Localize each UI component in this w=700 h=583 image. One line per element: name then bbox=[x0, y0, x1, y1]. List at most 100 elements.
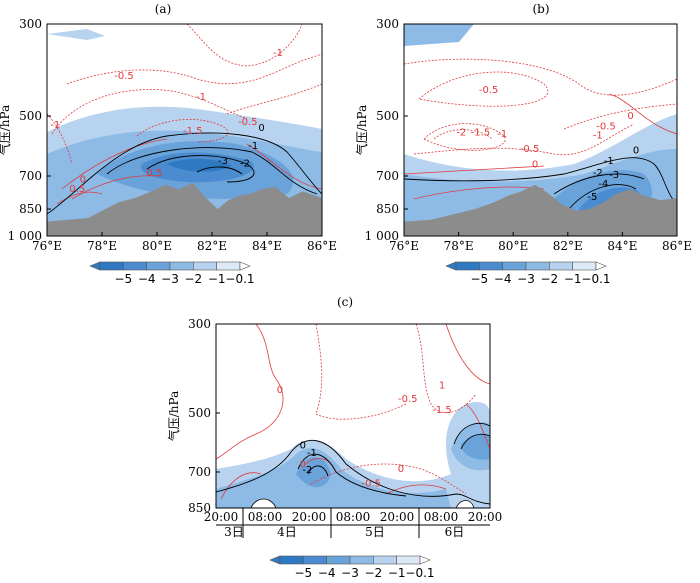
black-contour bbox=[460, 433, 490, 450]
x-tick-label: 82°E bbox=[553, 239, 583, 253]
date-label: 5日 bbox=[365, 525, 385, 539]
black-contour bbox=[196, 166, 243, 175]
contour-label: -2 bbox=[593, 168, 603, 179]
contour-label: -2 bbox=[302, 465, 312, 476]
terrain bbox=[404, 184, 677, 236]
black-contour bbox=[568, 184, 637, 210]
black-contour bbox=[106, 147, 318, 195]
colorbar-tick-label: −4 bbox=[318, 566, 336, 580]
y-axis-label: 气压/hPa bbox=[354, 105, 369, 155]
red-contour bbox=[66, 53, 322, 85]
contour-label: -1 bbox=[307, 448, 317, 459]
black-contour bbox=[146, 155, 255, 183]
contour-label: -0.5 bbox=[238, 117, 258, 128]
colorbar-tick-label: −5 bbox=[294, 566, 312, 580]
colorbar-tick-label: −4 bbox=[494, 272, 512, 286]
red-contour bbox=[216, 324, 284, 460]
contour-label: 0 bbox=[633, 146, 639, 157]
date-label: 6日 bbox=[445, 525, 465, 539]
colorbar-swatch bbox=[303, 555, 327, 565]
x-tick-label: 84°E bbox=[252, 239, 282, 253]
red-contour bbox=[385, 484, 447, 495]
colorbar-extend bbox=[239, 261, 251, 271]
colorbar-swatch bbox=[455, 261, 480, 271]
red-contour bbox=[71, 175, 158, 200]
colorbar-swatch bbox=[123, 261, 147, 271]
contour-label: 0.5 bbox=[146, 168, 162, 179]
x-tick-label: 86°E bbox=[662, 239, 692, 253]
contour-label: -0.5 bbox=[362, 478, 382, 489]
colorbar-swatch bbox=[193, 261, 217, 271]
y-axis-label: 气压/hPa bbox=[166, 391, 181, 441]
colorbar-swatch bbox=[572, 261, 597, 271]
colorbar-tick-label: −0.1 bbox=[225, 272, 254, 286]
colorbar-swatch bbox=[479, 261, 503, 271]
red-contour bbox=[445, 324, 490, 385]
colorbar-swatch bbox=[349, 555, 374, 565]
x-tick-label: 78°E bbox=[444, 239, 474, 253]
y-tick-label: 850 bbox=[19, 202, 42, 216]
black-contour bbox=[307, 465, 329, 477]
red-contour bbox=[413, 123, 635, 156]
colorbar-extend bbox=[419, 555, 431, 565]
black-contour bbox=[47, 132, 322, 215]
red-contour bbox=[433, 129, 493, 140]
colorbar-tick-label: −2 bbox=[540, 272, 558, 286]
red-contour bbox=[51, 89, 248, 135]
colorbar-tick-label: −3 bbox=[517, 272, 535, 286]
contour-label: -2 bbox=[240, 158, 250, 169]
contour-label: -1.5 bbox=[432, 405, 452, 416]
black-contour bbox=[216, 439, 490, 505]
y-tick-label: 700 bbox=[376, 169, 399, 183]
contour-label: 0 bbox=[277, 385, 283, 396]
black-contour bbox=[297, 453, 407, 497]
colorbar-tick-label: −2 bbox=[184, 272, 202, 286]
x-tick-label: 80°E bbox=[142, 239, 172, 253]
colorbar-a: −5 −4 −3 −2 −1 −0.1 bbox=[89, 261, 255, 286]
contour-label: -1 bbox=[497, 129, 507, 140]
contour-label: -1 bbox=[50, 120, 60, 131]
y-tick-label: 500 bbox=[376, 109, 399, 123]
red-contour bbox=[415, 324, 477, 414]
x-tick-label: 20:00 bbox=[204, 510, 239, 524]
colorbar-tick-label: −2 bbox=[364, 566, 382, 580]
y-tick-label: 700 bbox=[188, 465, 211, 479]
contour-label: 0 bbox=[300, 460, 306, 471]
colorbar-tick-label: −1 bbox=[564, 272, 582, 286]
red-contour bbox=[226, 83, 322, 115]
contour-label: -1.5 bbox=[183, 126, 203, 137]
contour-label: -0.5 bbox=[398, 394, 418, 405]
colorbar-swatch bbox=[279, 555, 304, 565]
x-tick-label: 20:00 bbox=[380, 510, 415, 524]
x-tick-label: 78°E bbox=[87, 239, 117, 253]
x-tick-label: 08:00 bbox=[248, 510, 283, 524]
red-contour bbox=[186, 24, 303, 67]
panel-label: (a) bbox=[155, 2, 172, 16]
red-contour bbox=[310, 463, 467, 495]
colorbar-swatch bbox=[216, 261, 241, 271]
x-tick-label: 76°E bbox=[389, 239, 419, 253]
contour-label: 0 bbox=[300, 440, 306, 451]
panel-label: (c) bbox=[337, 295, 353, 309]
colorbar-tick-label: −1 bbox=[388, 566, 406, 580]
colorbar-tick-label: −5 bbox=[470, 272, 488, 286]
red-contour bbox=[136, 119, 229, 143]
red-contour bbox=[423, 123, 506, 151]
red-contour bbox=[418, 71, 549, 107]
y-tick-label: 500 bbox=[19, 109, 42, 123]
contour-label: 1 bbox=[439, 381, 445, 392]
contour-label: -0.5 bbox=[114, 71, 134, 82]
plot-frame bbox=[403, 23, 678, 237]
x-tick-label: 84°E bbox=[607, 239, 637, 253]
y-tick-label: 300 bbox=[376, 17, 399, 31]
colorbar-tick-label: −3 bbox=[341, 566, 359, 580]
shade-core bbox=[461, 434, 490, 460]
y-tick-label: 850 bbox=[188, 501, 211, 515]
x-tick-label: 08:00 bbox=[336, 510, 371, 524]
x-tick-label: 86°E bbox=[307, 239, 337, 253]
x-tick-label: 20:00 bbox=[292, 510, 327, 524]
colorbar-swatch bbox=[502, 261, 527, 271]
panel-label: (b) bbox=[532, 2, 549, 16]
contour-label: -5 bbox=[587, 192, 597, 203]
